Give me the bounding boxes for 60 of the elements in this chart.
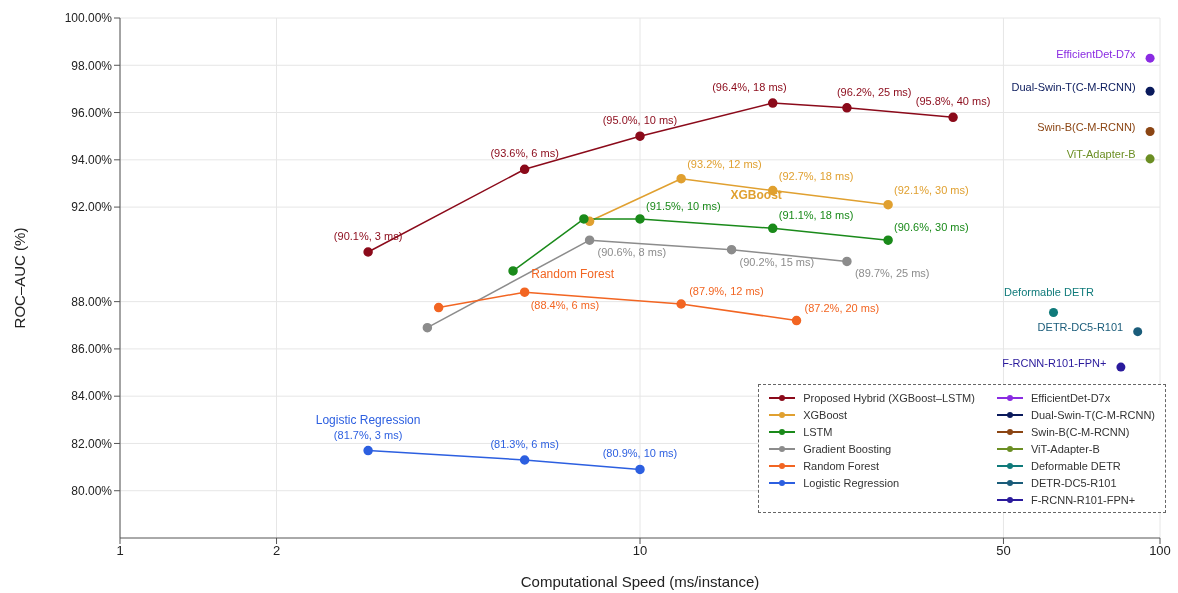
data-label: (90.2%, 15 ms) (739, 255, 815, 268)
y-tick-label: 82.00% (71, 436, 113, 451)
y-tick-label: 100.00% (64, 11, 113, 26)
text: ViT-Adapter-B (1066, 148, 1136, 161)
data-label: (96.4%, 18 ms) (712, 81, 787, 94)
text: Deformable DETR (1004, 286, 1094, 298)
data-label: (91.1%, 18 ms) (778, 209, 854, 222)
data-label: (93.6%, 6 ms) (490, 147, 559, 160)
text: DETR-DC5-R101 (1037, 321, 1124, 334)
y-tick-label: 88.00% (71, 294, 113, 309)
text: F-RCNN-R101-FPN+ (1002, 356, 1107, 369)
legend-label: LSTM (803, 425, 833, 438)
data-label: (93.2%, 12 ms) (687, 157, 762, 170)
annotation: Logistic Regression (315, 412, 421, 427)
legend-label: Gradient Boosting (803, 442, 892, 455)
y-axis-title: ROC–AUC (%) (11, 227, 29, 329)
data-label: (95.0%, 10 ms) (602, 114, 678, 127)
y-tick-label: 98.00% (71, 58, 113, 73)
data-label: (91.5%, 10 ms) (646, 199, 721, 212)
legend-label: F-RCNN-R101-FPN+ (1030, 493, 1136, 506)
data-label: (92.7%, 18 ms) (778, 169, 854, 182)
x-tick-label: 1 (116, 543, 124, 559)
data-label: (89.7%, 25 ms) (854, 267, 930, 280)
legend-label: Proposed Hybrid (XGBoost–LSTM) (803, 391, 975, 404)
data-label: (87.2%, 20 ms) (804, 301, 880, 314)
data-label: (96.2%, 25 ms) (836, 85, 912, 98)
text: Swin-B(C-M-RCNN) (1037, 120, 1136, 133)
x-tick-label: 10 (632, 543, 648, 559)
legend-label: ViT-Adapter-B (1030, 442, 1100, 455)
y-tick-label: 84.00% (71, 389, 113, 404)
legend-label: EfficientDet-D7x (1030, 391, 1111, 404)
annotation: Random Forest (531, 267, 615, 282)
legend-label: Swin-B(C-M-RCNN) (1030, 425, 1130, 438)
text: EfficientDet-D7x (1056, 47, 1136, 60)
data-label: (90.1%, 3 ms) (333, 230, 403, 242)
data-label: (81.7%, 3 ms) (333, 428, 403, 441)
legend-label: Dual-Swin-T(C-M-RCNN) (1030, 408, 1155, 421)
data-label: (92.1%, 30 ms) (894, 183, 969, 196)
data-label: (90.6%, 30 ms) (894, 221, 969, 234)
data-label: (90.6%, 8 ms) (597, 246, 667, 259)
text: Dual-Swin-T(C-M-RCNN) (1011, 80, 1136, 93)
legend-label: DETR-DC5-R101 (1030, 476, 1117, 489)
y-tick-label: 80.00% (71, 483, 113, 498)
y-tick-label: 92.00% (71, 200, 113, 215)
legend-label: Logistic Regression (803, 476, 900, 489)
data-label: (95.8%, 40 ms) (915, 95, 991, 108)
data-label: (80.9%, 10 ms) (602, 447, 678, 460)
x-tick-label: 50 (996, 543, 1011, 559)
y-tick-label: 96.00% (71, 105, 113, 120)
legend-label: XGBoost (803, 408, 848, 421)
x-tick-label: 100 (1149, 543, 1171, 559)
legend-label: Deformable DETR (1030, 459, 1121, 472)
y-tick-label: 94.00% (71, 153, 113, 168)
y-tick-label: 86.00% (71, 342, 113, 357)
legend-label: Random Forest (803, 459, 879, 472)
data-label: (81.3%, 6 ms) (490, 438, 559, 450)
x-axis-title: Computational Speed (ms/instance) (520, 573, 760, 590)
data-label: (87.9%, 12 ms) (689, 285, 764, 297)
x-tick-label: 2 (272, 543, 281, 559)
data-label: (88.4%, 6 ms) (530, 299, 600, 312)
